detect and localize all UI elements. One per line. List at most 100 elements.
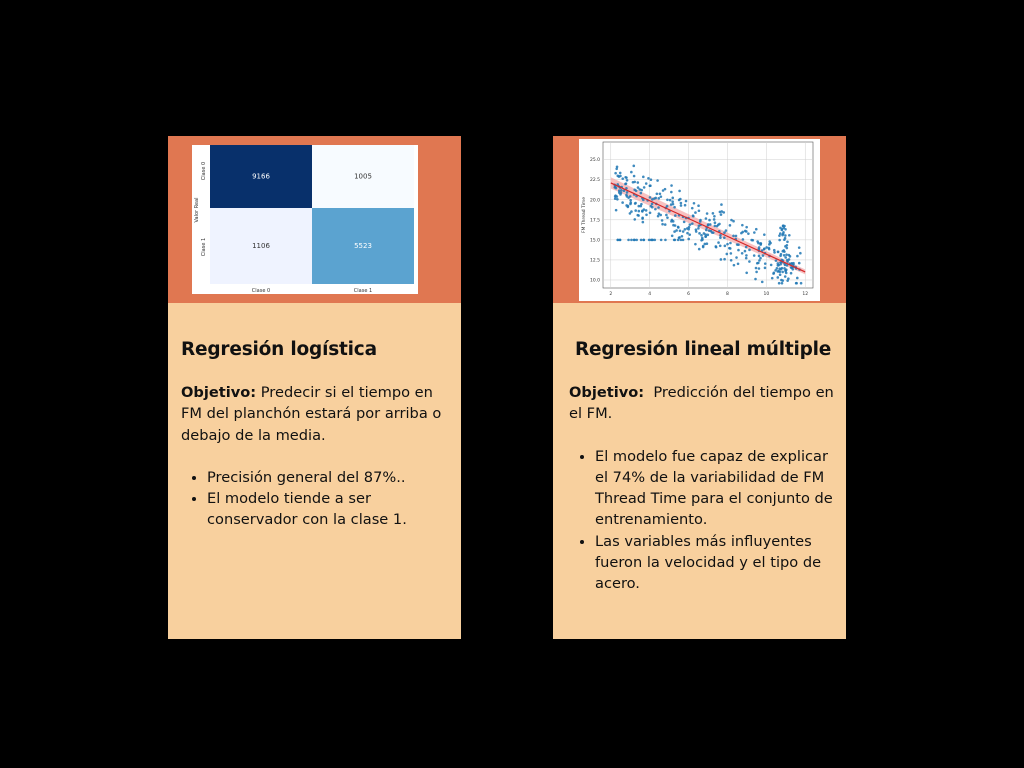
- scatter-point: [737, 248, 740, 252]
- scatter-point: [704, 228, 708, 232]
- scatter-point: [783, 263, 787, 267]
- card-logistic-regression: 9166 1005 1106 5523 Valor Real Clase 0 Clas…: [168, 136, 461, 639]
- scatter-point: [642, 186, 646, 189]
- scatter-point: [678, 189, 681, 193]
- scatter-point: [672, 238, 676, 242]
- card-body: Objetivo: Predicción del tiempo en el FM…: [569, 382, 837, 595]
- scatter-point: [637, 204, 641, 208]
- scatter-point: [616, 238, 620, 242]
- scatter-point: [786, 279, 789, 282]
- scatter-point: [729, 241, 732, 245]
- scatter-point: [633, 238, 636, 242]
- scatter-point: [628, 212, 632, 215]
- scatter-point: [664, 238, 667, 242]
- scatter-point: [636, 186, 640, 189]
- scatter-point: [642, 238, 645, 242]
- scatter-point: [622, 189, 626, 193]
- scatter-point: [619, 191, 623, 195]
- scatter-point: [778, 273, 782, 277]
- scatter-point: [644, 209, 648, 212]
- scatter-point: [636, 181, 640, 184]
- scatter-point: [678, 229, 682, 233]
- scatter-point: [780, 281, 784, 285]
- scatter-point: [797, 261, 801, 265]
- scatter-point: [624, 182, 627, 186]
- scatter-point: [754, 277, 757, 281]
- scatter-point: [683, 203, 687, 207]
- scatter-point: [625, 195, 629, 198]
- scatter-point: [641, 220, 645, 224]
- scatter-point: [684, 199, 688, 203]
- scatter-point: [719, 236, 722, 239]
- scatter-point: [621, 177, 625, 180]
- scatter-point: [794, 281, 798, 285]
- scatter-point: [785, 253, 788, 256]
- scatter-point: [647, 238, 651, 242]
- scatter-point: [784, 268, 787, 272]
- scatter-point: [734, 234, 738, 238]
- scatter-point: [759, 256, 762, 260]
- scatter-point: [730, 218, 733, 222]
- scatter-point: [656, 214, 660, 218]
- scatter-point: [708, 223, 712, 226]
- scatter-point: [640, 188, 643, 192]
- scatter-point: [691, 222, 694, 225]
- x-tick-label: 2: [609, 291, 612, 297]
- scatter-point: [772, 248, 776, 252]
- scatter-point: [784, 256, 787, 259]
- scatter-point: [797, 246, 801, 249]
- scatter-point: [649, 178, 653, 181]
- scatter-point: [736, 262, 740, 266]
- scatter-point: [718, 222, 721, 226]
- scatter-point: [792, 261, 795, 265]
- scatter-point: [728, 247, 732, 250]
- scatter-point: [755, 261, 759, 265]
- scatter-point: [748, 248, 751, 252]
- scatter-point: [777, 281, 781, 285]
- scatter-point: [713, 214, 716, 218]
- scatter-point: [676, 225, 680, 229]
- scatter-point: [779, 226, 782, 230]
- scatter-point: [740, 252, 744, 255]
- scatter-point: [635, 238, 638, 242]
- scatter-point: [776, 250, 780, 254]
- scatter-point: [651, 198, 654, 201]
- y-tick-label: 10.0: [590, 277, 600, 283]
- scatter-point: [744, 256, 748, 260]
- x-tick-label: 4: [648, 291, 651, 297]
- regression-line: [610, 182, 806, 273]
- scatter-point: [665, 213, 668, 217]
- scatter-point: [779, 252, 783, 256]
- scatter-point: [713, 224, 717, 228]
- scatter-point: [660, 219, 664, 222]
- scatter-point: [704, 217, 708, 220]
- scatter-point: [780, 278, 783, 282]
- y-tick-label: 22.5: [590, 177, 600, 183]
- scatter-point: [657, 212, 661, 215]
- scatter-point: [723, 236, 726, 239]
- cell-value-label: 9166: [252, 173, 270, 181]
- scatter-point: [669, 203, 673, 206]
- cm-ylabel: Valor Real: [194, 198, 200, 223]
- scatter-point: [650, 202, 654, 206]
- scatter-point: [683, 228, 687, 231]
- scatter-point: [787, 277, 790, 280]
- cm-col-label-0: Clase 0: [252, 288, 270, 294]
- scatter-point: [681, 238, 685, 242]
- scatter-point: [783, 275, 787, 278]
- scatter-point: [614, 208, 618, 212]
- scatter-point: [629, 198, 632, 202]
- scatter-point: [659, 213, 662, 217]
- scatter-point: [757, 254, 761, 258]
- scatter-point: [673, 230, 676, 233]
- scatter-point: [681, 230, 685, 233]
- scatter-point: [753, 231, 756, 234]
- scatter-point: [644, 182, 648, 185]
- scatter-point: [666, 216, 669, 219]
- scatter-point: [633, 218, 637, 221]
- scatter-point: [613, 186, 617, 189]
- scatter-point: [729, 252, 733, 255]
- scatter-point: [615, 167, 618, 171]
- objective-label: Objetivo:: [569, 384, 645, 401]
- scatter-point: [757, 246, 761, 249]
